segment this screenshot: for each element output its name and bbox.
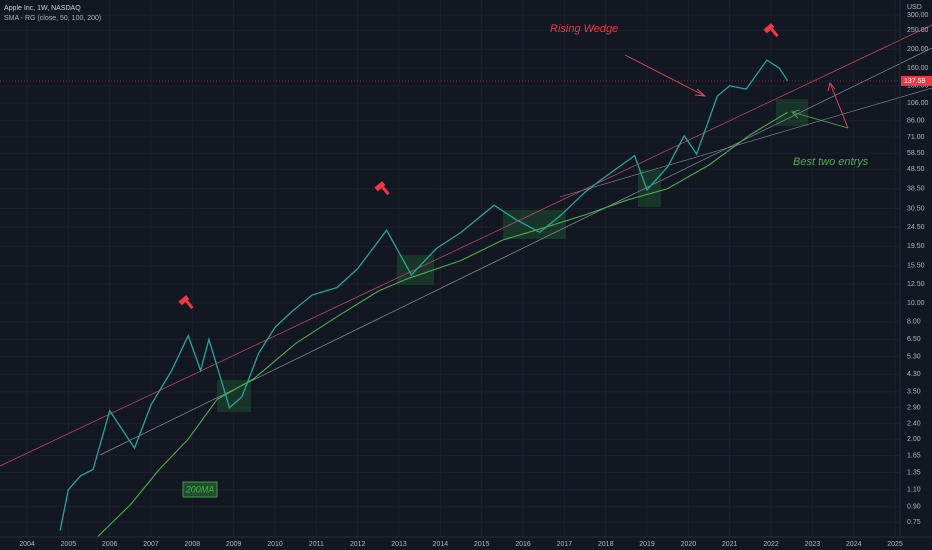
- last-price-tag: [901, 75, 932, 86]
- y-tick-label: 1.10: [907, 487, 921, 494]
- x-tick-label: 2020: [681, 541, 697, 548]
- x-tick-label: 2019: [639, 541, 655, 548]
- x-tick-label: 2023: [805, 541, 821, 548]
- x-tick-label: 2004: [19, 541, 35, 548]
- x-tick-label: 2015: [474, 541, 490, 548]
- x-tick-label: 2009: [226, 541, 242, 548]
- arrow-head: [791, 109, 801, 119]
- y-tick-label: 5.30: [907, 354, 921, 361]
- currency-label: USD: [907, 4, 922, 11]
- box: [503, 210, 566, 239]
- entry-arrow: [791, 109, 849, 129]
- y-tick-label: 0.90: [907, 504, 921, 511]
- annotation-box: [182, 481, 218, 498]
- up-arrow: [827, 82, 849, 129]
- hammer: [178, 295, 194, 310]
- hammer: [763, 23, 779, 38]
- hammer: [374, 181, 390, 196]
- x-tick-label: 2021: [722, 541, 738, 548]
- series: [59, 59, 789, 538]
- x-tick-label: 2014: [433, 541, 449, 548]
- y-tick-label: 6.50: [907, 336, 921, 343]
- y-tick-label: 15.50: [907, 263, 925, 270]
- x-tick-label: 2007: [143, 541, 159, 548]
- series-line: [59, 59, 789, 531]
- series-line: [96, 111, 788, 538]
- y-tick-label: 3.50: [907, 389, 921, 396]
- y-tick-label: 30.50: [907, 205, 925, 212]
- y-tick-label: 12.50: [907, 281, 925, 288]
- y-tick-label: 48.50: [907, 166, 925, 173]
- wedge-arrow: [624, 54, 707, 97]
- y-tick-label: 200.00: [907, 46, 929, 53]
- y-tick-label: 2.00: [907, 436, 921, 443]
- annotation: Rising Wedge: [550, 23, 618, 35]
- upper-trendline: [0, 24, 932, 467]
- support-line: [559, 87, 932, 198]
- x-tick-label: 2024: [846, 541, 862, 548]
- arrow-head: [827, 82, 836, 92]
- y-tick-label: 38.50: [907, 186, 925, 193]
- y-tick-label: 71.00: [907, 134, 925, 141]
- x-tick-label: 2008: [185, 541, 201, 548]
- x-tick-label: 2012: [350, 541, 366, 548]
- x-tick-label: 2025: [887, 541, 903, 548]
- x-tick-label: 2022: [763, 541, 779, 548]
- y-tick-label: 86.00: [907, 118, 925, 125]
- y-tick-label: 19.50: [907, 243, 925, 250]
- x-tick-label: 2018: [598, 541, 614, 548]
- x-tick-label: 2011: [309, 541, 324, 548]
- x-tick-label: 2006: [102, 541, 118, 548]
- x-tick-label: 2010: [267, 541, 283, 548]
- y-tick-label: 1.35: [907, 469, 921, 476]
- y-tick-label: 0.75: [907, 519, 921, 526]
- axes: 300.00 250.00 200.00 160.00 130.00 106.00 86.0…: [0, 12, 932, 548]
- y-tick-label: 130.00: [907, 83, 929, 90]
- y-tick-label: 4.30: [907, 371, 921, 378]
- y-tick-label: 58.50: [907, 150, 925, 157]
- last-price-label: 137.59: [904, 78, 926, 85]
- arrow-line: [624, 54, 706, 97]
- y-tick-label: 160.00: [907, 65, 929, 72]
- y-tick-label: 2.90: [907, 405, 921, 412]
- annotation: 200MA: [185, 484, 215, 494]
- chart-title: Apple Inc, 1W, NASDAQ: [4, 5, 81, 12]
- y-tick-label: 8.00: [907, 319, 921, 326]
- y-tick-label: 106.00: [907, 100, 929, 107]
- y-tick-label: 250.00: [907, 27, 929, 34]
- y-tick-label: 300.00: [907, 12, 929, 19]
- arrow-head: [694, 88, 707, 97]
- y-tick-label: 24.50: [907, 224, 925, 231]
- annotation: Best two entrys: [793, 156, 869, 168]
- x-tick-label: 2013: [391, 541, 407, 548]
- x-tick-label: 2005: [61, 541, 77, 548]
- arrow-line: [829, 82, 849, 129]
- grid: [0, 0, 900, 537]
- hammer-icons: [178, 23, 779, 310]
- arrow-line: [791, 111, 849, 129]
- x-tick-label: 2016: [515, 541, 531, 548]
- x-tick-label: 2017: [557, 541, 573, 548]
- y-tick-label: 1.65: [907, 452, 921, 459]
- y-tick-label: 10.00: [907, 300, 925, 307]
- indicator-label: SMA - RG (close, 50, 100, 200): [4, 15, 101, 22]
- y-tick-label: 2.40: [907, 421, 921, 428]
